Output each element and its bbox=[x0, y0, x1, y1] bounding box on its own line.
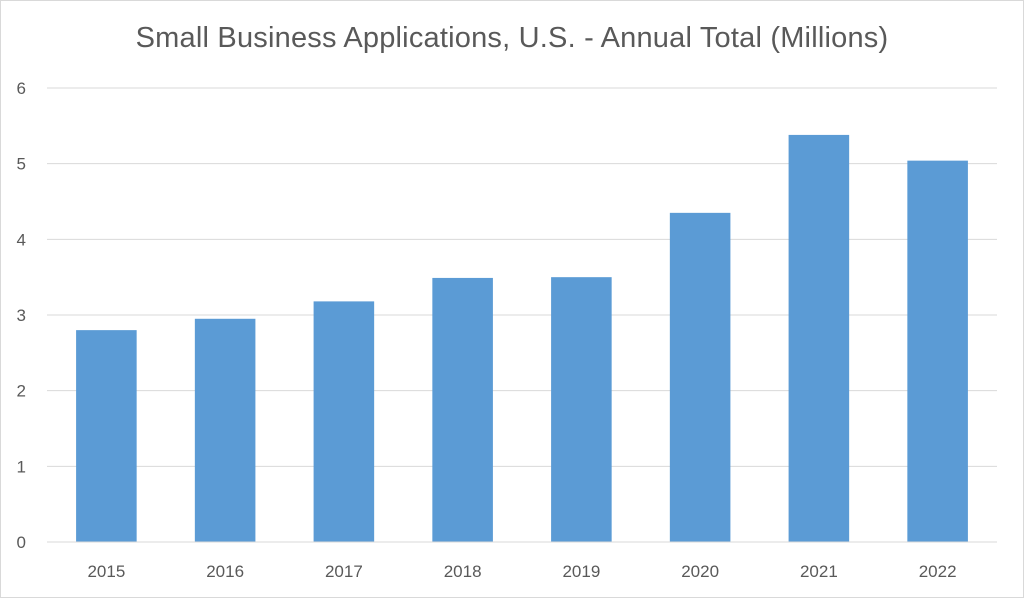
y-tick-label: 3 bbox=[17, 306, 26, 325]
bar-2015 bbox=[76, 330, 137, 542]
x-tick-label: 2017 bbox=[325, 562, 363, 581]
x-tick-label: 2019 bbox=[562, 562, 600, 581]
x-axis-tick-labels: 2015 2016 2017 2018 2019 2020 2021 2022 bbox=[87, 562, 956, 581]
bar-2016 bbox=[194, 318, 256, 542]
y-tick-label: 5 bbox=[17, 155, 26, 174]
y-tick-label: 0 bbox=[17, 533, 26, 552]
bar-2019 bbox=[551, 277, 612, 542]
x-tick-label: 2020 bbox=[681, 562, 719, 581]
x-tick-label: 2016 bbox=[206, 562, 244, 581]
bar-2017 bbox=[313, 301, 375, 542]
y-tick-label: 6 bbox=[17, 79, 26, 98]
x-tick-label: 2022 bbox=[919, 562, 957, 581]
x-tick-label: 2015 bbox=[87, 562, 125, 581]
bar-2018 bbox=[432, 277, 493, 542]
bars bbox=[47, 134, 997, 543]
gridlines bbox=[47, 87, 997, 543]
y-tick-label: 4 bbox=[17, 230, 26, 249]
y-axis-tick-labels: 0 1 2 3 4 5 6 bbox=[17, 79, 26, 552]
bar-2022 bbox=[907, 160, 968, 542]
y-tick-label: 1 bbox=[17, 457, 26, 476]
bar-2021 bbox=[788, 134, 850, 542]
x-tick-label: 2018 bbox=[444, 562, 482, 581]
y-tick-label: 2 bbox=[17, 382, 26, 401]
chart-title: Small Business Applications, U.S. - Annu… bbox=[135, 22, 889, 54]
bar-2020 bbox=[669, 212, 731, 542]
x-tick-label: 2021 bbox=[800, 562, 838, 581]
